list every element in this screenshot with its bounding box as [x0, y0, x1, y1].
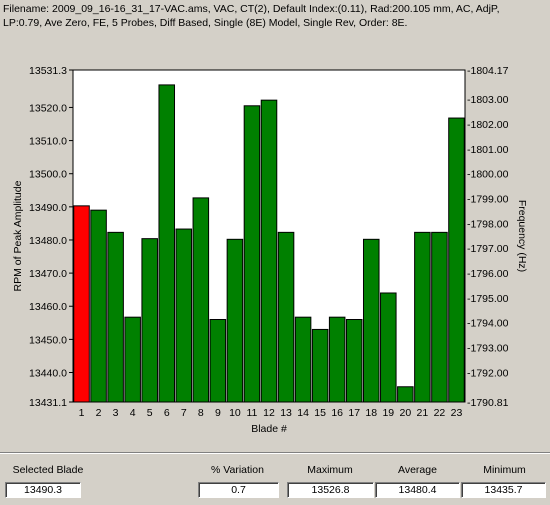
y-tick-label: 13531.3 — [29, 65, 67, 77]
y-tick-label: 13431.1 — [29, 397, 67, 409]
y2-tick-label: -1804.17 — [467, 65, 509, 77]
x-tick-label: 23 — [451, 407, 463, 419]
x-tick-label: 22 — [434, 407, 446, 419]
minimum-field[interactable]: 13435.7 — [461, 482, 546, 498]
bar-blade-16[interactable] — [328, 316, 346, 403]
bar-blade-10[interactable] — [226, 238, 244, 403]
y2-tick-label: -1795.00 — [467, 293, 509, 305]
bar-blade-2[interactable] — [90, 209, 107, 403]
y-tick-label: 13520.0 — [29, 102, 67, 114]
y2-tick-label: -1792.00 — [467, 367, 509, 379]
y-tick-label: 13470.0 — [29, 268, 67, 280]
variation-label: % Variation — [211, 464, 264, 476]
x-tick-label: 14 — [297, 407, 309, 419]
y2-tick-label: -1796.00 — [467, 268, 509, 280]
y2-tick-label: -1803.00 — [467, 94, 509, 106]
bar-blade-5[interactable] — [141, 238, 158, 403]
x-tick-label: 11 — [247, 407, 258, 419]
bar-blade-14[interactable] — [294, 316, 312, 403]
y2-tick-label: -1793.00 — [467, 343, 509, 355]
plot-frame — [72, 69, 466, 403]
bar-blade-3[interactable] — [107, 231, 124, 403]
file-info-header: Filename: 2009_09_16-16_31_17-VAC.ams, V… — [3, 2, 548, 30]
x-tick-label: 12 — [263, 407, 275, 419]
bar-blade-22[interactable] — [431, 231, 448, 403]
x-tick-label: 1 — [79, 407, 85, 419]
y-tick-label: 13490.0 — [29, 202, 67, 214]
bar-blade-1[interactable] — [73, 205, 90, 403]
y2-tick-label: -1801.00 — [467, 144, 509, 156]
x-tick-label: 10 — [229, 407, 241, 419]
bar-blade-4[interactable] — [124, 316, 141, 403]
y2-tick-label: -1798.00 — [467, 218, 509, 230]
x-tick-label: 18 — [365, 407, 377, 419]
bar-blade-8[interactable] — [192, 197, 210, 403]
bar-blade-19[interactable] — [380, 292, 397, 403]
file-info-line-1: Filename: 2009_09_16-16_31_17-VAC.ams, V… — [3, 3, 500, 15]
x-tick-label: 19 — [382, 407, 394, 419]
x-tick-label: 2 — [96, 407, 102, 419]
maximum-field[interactable]: 13526.8 — [287, 482, 374, 498]
bar-blade-23[interactable] — [448, 117, 465, 403]
x-axis-label: Blade # — [251, 423, 287, 435]
bar-blade-20[interactable] — [397, 386, 414, 403]
bar-blade-11[interactable] — [243, 105, 261, 403]
bar-blade-6[interactable] — [158, 84, 176, 403]
x-tick-label: 15 — [314, 407, 326, 419]
variation-field[interactable]: 0.7 — [198, 482, 279, 498]
maximum-label: Maximum — [307, 464, 353, 476]
average-field[interactable]: 13480.4 — [375, 482, 460, 498]
x-tick-label: 7 — [181, 407, 187, 419]
bar-blade-18[interactable] — [362, 238, 380, 403]
minimum-label: Minimum — [483, 464, 526, 476]
average-label: Average — [398, 464, 437, 476]
footer-separator — [0, 452, 550, 454]
y2-tick-label: -1797.00 — [467, 243, 509, 255]
bar-blade-9[interactable] — [209, 318, 227, 403]
bar-blade-15[interactable] — [311, 328, 329, 403]
y-tick-label: 13460.0 — [29, 301, 67, 313]
file-info-line-2: LP:0.79, Ave Zero, FE, 5 Probes, Diff Ba… — [3, 17, 408, 29]
y2-tick-label: -1790.81 — [467, 397, 509, 409]
y2-axis-label: Frequency (Hz) — [516, 200, 528, 272]
blade-rpm-chart: 13531.3 13520.0 13510.0 13500.0 13490.0 13480… — [12, 65, 528, 435]
bar-blade-17[interactable] — [345, 318, 363, 403]
x-tick-label: 16 — [331, 407, 343, 419]
bar-blade-13[interactable] — [277, 231, 295, 403]
y2-tick-label: -1802.00 — [467, 119, 509, 131]
bar-blade-21[interactable] — [414, 231, 431, 403]
bar-blade-7[interactable] — [175, 228, 193, 403]
y2-tick-label: -1799.00 — [467, 193, 509, 205]
y-tick-label: 13480.0 — [29, 235, 67, 247]
x-tick-label: 9 — [215, 407, 221, 419]
x-tick-label: 6 — [164, 407, 170, 419]
y-tick-label: 13450.0 — [29, 334, 67, 346]
y2-tick-label: -1800.00 — [467, 169, 509, 181]
y-tick-label: 13510.0 — [29, 136, 67, 148]
x-tick-label: 20 — [400, 407, 412, 419]
y-axis-label: RPM of Peak Amplitude — [12, 180, 24, 291]
x-tick-label: 3 — [113, 407, 119, 419]
y2-tick-label: -1794.00 — [467, 318, 509, 330]
x-tick-label: 21 — [417, 407, 429, 419]
selected-blade-field[interactable]: 13490.3 — [5, 482, 81, 498]
y-tick-label: 13500.0 — [29, 169, 67, 181]
y-tick-label: 13440.0 — [29, 368, 67, 380]
selected-blade-label: Selected Blade — [12, 464, 84, 476]
x-tick-label: 13 — [280, 407, 292, 419]
x-tick-label: 5 — [147, 407, 153, 419]
x-tick-label: 8 — [198, 407, 204, 419]
x-tick-label: 4 — [130, 407, 136, 419]
x-tick-label: 17 — [348, 407, 360, 419]
bar-blade-12[interactable] — [260, 99, 278, 403]
